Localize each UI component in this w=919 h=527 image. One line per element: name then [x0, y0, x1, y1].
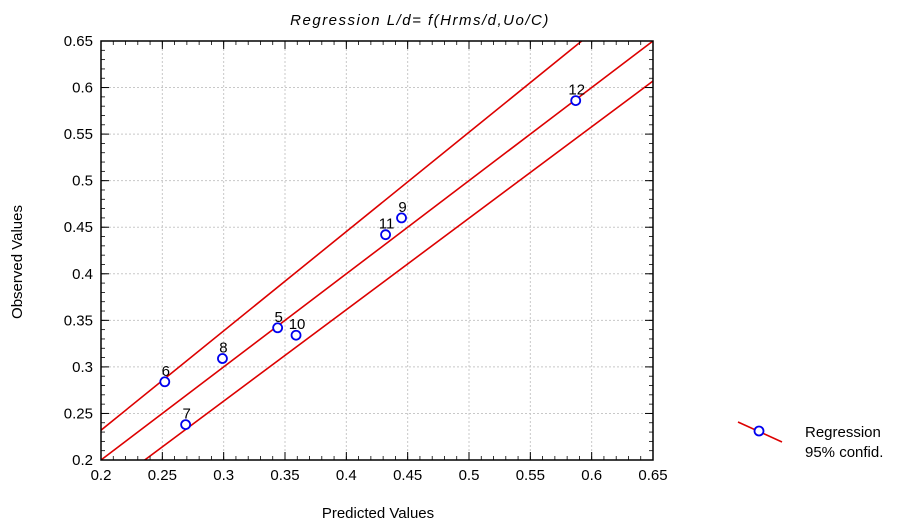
point-label: 10	[289, 316, 306, 333]
y-tick-label: 0.4	[72, 266, 93, 283]
data-point	[396, 212, 407, 224]
axis-ticks: 0.2 0.25 0.3 0.35 0.4 0.45 0.5 0.55 0.6 0.650.20.…	[64, 33, 668, 484]
legend-label-regression: Regression	[805, 424, 881, 441]
data-points: 6 7 8 5 10 119 12	[159, 82, 585, 431]
data-point	[217, 353, 228, 364]
y-tick-label: 0.5	[72, 173, 93, 190]
fit-lines	[101, 41, 653, 460]
confidence-line	[143, 80, 653, 460]
y-tick-label: 0.35	[64, 312, 93, 329]
x-tick-label: 0.25	[148, 467, 177, 484]
confidence-line	[101, 41, 583, 431]
y-tick-label: 0.55	[64, 126, 93, 143]
x-tick-label: 0.3	[213, 467, 234, 484]
x-tick-label: 0.65	[638, 467, 667, 484]
x-tick-label: 0.4	[336, 467, 357, 484]
chart-title: Regression L/d= f(Hrms/d,Uo/C)	[290, 12, 550, 29]
x-tick-label: 0.2	[91, 467, 112, 484]
legend-marker-swatch	[753, 425, 765, 437]
x-tick-label: 0.6	[581, 467, 602, 484]
y-tick-label: 0.45	[64, 219, 93, 236]
x-axis-label: Predicted Values	[322, 505, 434, 522]
x-tick-label: 0.35	[270, 467, 299, 484]
regression-line	[101, 41, 653, 460]
gridlines	[101, 41, 653, 460]
legend: Regression 95% confid.	[737, 421, 883, 461]
x-tick-label: 0.45	[393, 467, 422, 484]
point-label: 11	[379, 216, 395, 233]
data-point	[380, 229, 391, 241]
y-tick-label: 0.65	[64, 33, 93, 50]
point-label: 5	[274, 309, 282, 326]
data-point	[159, 376, 171, 388]
y-axis-label: Observed Values	[9, 205, 26, 319]
y-tick-label: 0.2	[72, 452, 93, 469]
legend-label-confidence: 95% confid.	[805, 444, 883, 461]
plot-frame	[100, 40, 654, 461]
x-tick-label: 0.55	[516, 467, 545, 484]
point-label: 12	[568, 82, 585, 99]
point-label: 9	[398, 199, 406, 216]
x-tick-label: 0.5	[459, 467, 480, 484]
y-tick-label: 0.6	[72, 80, 93, 97]
point-label: 8	[219, 340, 227, 357]
point-label: 7	[182, 406, 190, 423]
data-point	[290, 329, 302, 341]
data-point	[272, 322, 284, 334]
point-label: 6	[162, 363, 170, 380]
data-point	[180, 419, 192, 431]
y-tick-label: 0.25	[64, 405, 93, 422]
data-point	[570, 95, 582, 106]
y-tick-label: 0.3	[72, 359, 93, 376]
